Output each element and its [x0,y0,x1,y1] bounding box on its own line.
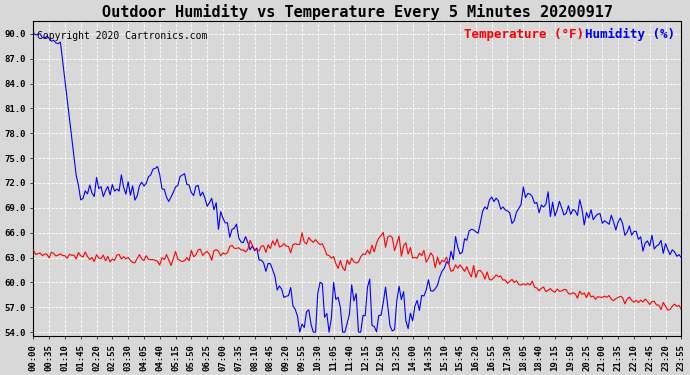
Legend: Temperature (°F), Humidity (%): Temperature (°F), Humidity (%) [464,28,675,40]
Title: Outdoor Humidity vs Temperature Every 5 Minutes 20200917: Outdoor Humidity vs Temperature Every 5 … [102,4,613,20]
Text: Copyright 2020 Cartronics.com: Copyright 2020 Cartronics.com [37,31,207,41]
